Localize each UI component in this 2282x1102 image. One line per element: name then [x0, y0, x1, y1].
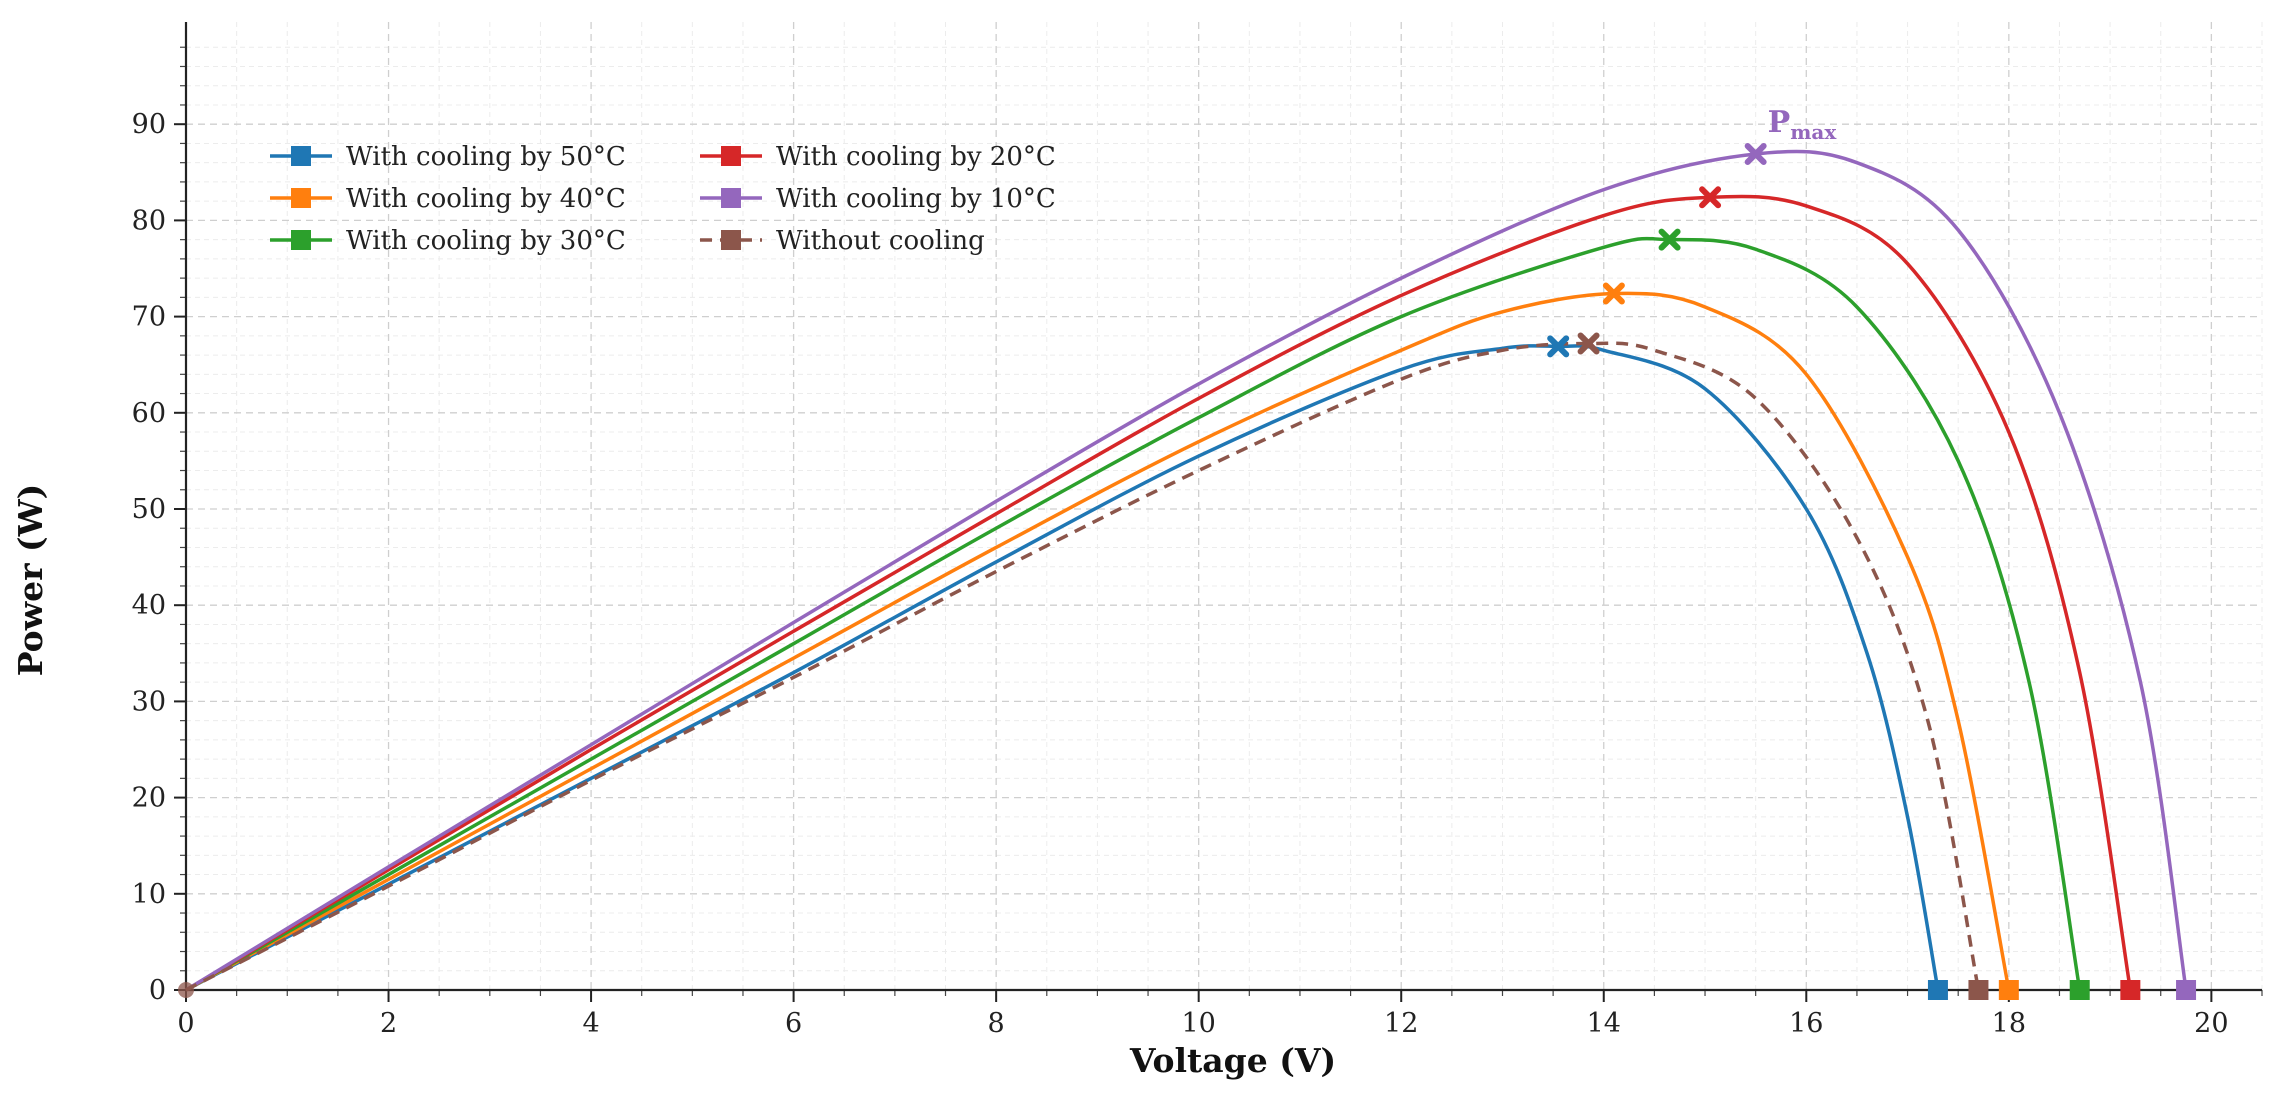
voc-marker-1	[1927, 980, 1948, 1000]
legend-swatch-marker	[721, 230, 741, 250]
legend-item-1: With cooling by 50°C	[270, 142, 626, 172]
voc-marker-3	[2069, 980, 2090, 1000]
legend: With cooling by 50°C With cooling by 40°C…	[270, 142, 1056, 256]
x-tick-label: 18	[1992, 1008, 2026, 1039]
x-axis-title: Voltage (V)	[1129, 1041, 1336, 1080]
axes: 0 2 4 6 8 10 12 14 16 18 20 0 10 20 30 40 50 60 70 80 90	[132, 22, 2263, 1039]
series-line-1	[185, 344, 1940, 992]
grid	[186, 22, 2263, 990]
pmax-marker-5-stroke	[1744, 143, 1767, 166]
legend-label: Without cooling	[776, 226, 985, 256]
series-line-5	[185, 149, 2188, 992]
pmax-marker-6	[1577, 332, 1600, 355]
x-tick-label: 12	[1384, 1008, 1418, 1039]
pmax-marker-4-stroke	[1699, 186, 1722, 209]
y-tick-label: 60	[132, 398, 166, 429]
origin-marker	[178, 982, 194, 998]
x-tick-label: 6	[785, 1008, 802, 1039]
pmax-marker-5	[1744, 143, 1767, 166]
voc-marker-6	[1968, 980, 1989, 1000]
pmax-marker-3	[1658, 228, 1681, 251]
y-tick-label: 10	[132, 879, 166, 910]
voc-marker-5	[2176, 980, 2197, 1000]
legend-label: With cooling by 50°C	[346, 142, 626, 172]
legend-item-4: With cooling by 20°C	[700, 142, 1056, 172]
legend-label: With cooling by 40°C	[346, 184, 626, 214]
y-tick-label: 0	[149, 975, 166, 1006]
legend-item-6: Without cooling	[700, 226, 985, 256]
x-tick-label: 8	[988, 1008, 1005, 1039]
pmax-annotation: Pmax	[1768, 105, 1838, 144]
x-tick-label: 0	[177, 1008, 194, 1039]
legend-swatch-marker	[291, 146, 311, 166]
pmax-marker-4	[1699, 186, 1722, 209]
x-tick-label: 16	[1789, 1008, 1823, 1039]
y-tick-label: 50	[132, 494, 166, 525]
y-tick-label: 70	[132, 302, 166, 333]
legend-item-2: With cooling by 40°C	[270, 184, 626, 214]
series-line-2	[185, 291, 2011, 992]
series-line-3	[185, 236, 2082, 992]
pmax-marker-3-stroke	[1658, 228, 1681, 251]
series-markers	[178, 143, 2197, 1000]
legend-item-3: With cooling by 30°C	[270, 226, 626, 256]
voc-marker-2	[1998, 980, 2019, 1000]
y-tick-label: 40	[132, 590, 166, 621]
legend-label: With cooling by 10°C	[776, 184, 1056, 214]
legend-swatch-marker	[721, 188, 741, 208]
pmax-marker-6-stroke	[1577, 332, 1600, 355]
pmax-marker-1-stroke	[1547, 335, 1570, 358]
pmax-annotation-subscript: max	[1790, 120, 1837, 144]
x-tick-label: 20	[2194, 1008, 2228, 1039]
legend-swatch-marker	[291, 230, 311, 250]
x-tick-label: 4	[582, 1008, 599, 1039]
pmax-marker-2	[1602, 282, 1625, 305]
legend-label: With cooling by 20°C	[776, 142, 1056, 172]
x-tick-label: 14	[1587, 1008, 1621, 1039]
y-tick-label: 20	[132, 783, 166, 814]
x-tick-label: 2	[380, 1008, 397, 1039]
series-line-4	[185, 194, 2133, 992]
series-line-6	[185, 341, 1981, 992]
legend-label: With cooling by 30°C	[346, 226, 626, 256]
legend-item-5: With cooling by 10°C	[700, 184, 1056, 214]
y-tick-label: 80	[132, 205, 166, 236]
pmax-annotation-main: P	[1768, 105, 1791, 140]
pmax-marker-2-stroke	[1602, 282, 1625, 305]
x-tick-label: 10	[1182, 1008, 1216, 1039]
pmax-marker-1	[1547, 335, 1570, 358]
series-lines	[185, 149, 2188, 992]
voc-marker-4	[2120, 980, 2141, 1000]
legend-swatch-marker	[291, 188, 311, 208]
y-axis-title: Power (W)	[11, 484, 50, 677]
y-tick-label: 90	[132, 109, 166, 140]
y-tick-label: 30	[132, 686, 166, 717]
legend-swatch-marker	[721, 146, 741, 166]
